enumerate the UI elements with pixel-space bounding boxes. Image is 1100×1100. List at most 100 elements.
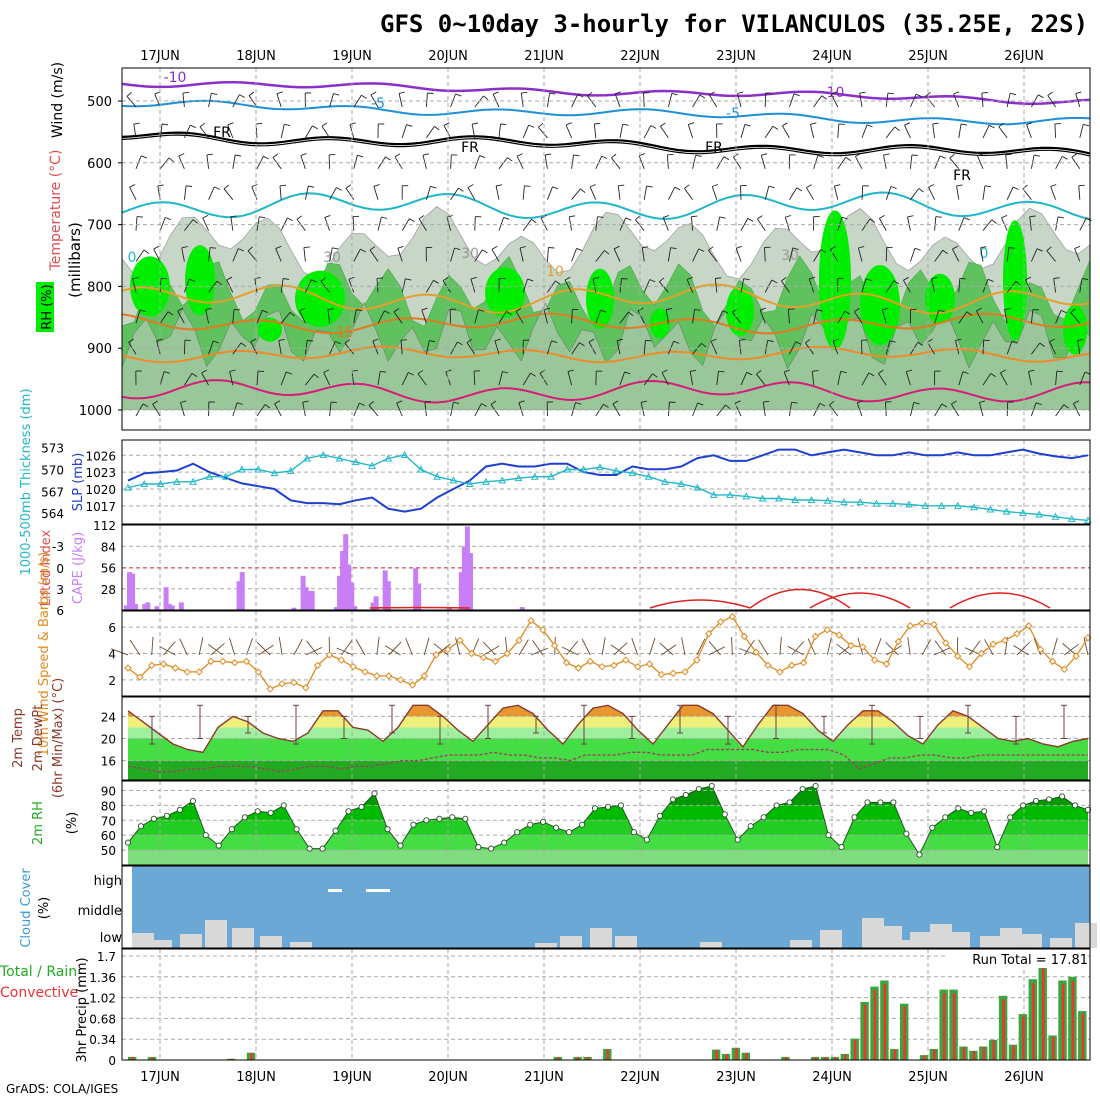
- upper-wind-barb-flag: [746, 371, 753, 376]
- upper-wind-barb: [982, 125, 990, 139]
- upper-wind-barb: [425, 92, 428, 108]
- upper-wind-barb-flag: [189, 278, 195, 282]
- rh-marker: [955, 805, 962, 812]
- low-cloud-bar: [980, 936, 1002, 948]
- wind10m-barb: [610, 644, 627, 656]
- upper-wind-barb: [982, 340, 985, 355]
- upper-wind-barb: [353, 309, 357, 324]
- rh-marker: [1046, 796, 1053, 803]
- upper-wind-barb-flag: [903, 276, 909, 281]
- wind10m-barb: [159, 646, 176, 656]
- cape-bar: [124, 605, 129, 610]
- top-date-label: 23JUN: [716, 49, 756, 64]
- upper-wind-barb: [424, 402, 427, 417]
- credit-text: GrADS: COLA/IGES: [6, 1082, 119, 1096]
- wind-speed-marker: [740, 632, 749, 641]
- temp-contour-15: [121, 312, 1091, 335]
- upper-wind-barb: [449, 309, 452, 324]
- upper-wind-barb-flag: [324, 214, 331, 218]
- rh-marker: [591, 805, 599, 812]
- precip-conv-bar: [992, 1040, 995, 1060]
- rh-saturation-cell: [295, 270, 345, 327]
- upper-wind-barb-flag: [555, 280, 561, 285]
- freezing-level-contour-inner: [121, 134, 1091, 157]
- upper-wind-barb: [684, 188, 693, 200]
- thickness-marker: [303, 454, 311, 462]
- temp2m-panel: 16 20 24 2m Temp 2m DewPt (6hr Min/Max) (°C): [11, 678, 1091, 798]
- precip-conv-bar: [606, 1049, 609, 1060]
- wind10m-barb: [305, 646, 323, 656]
- thickness-tick-label: 567: [41, 485, 64, 499]
- rh-marker: [163, 812, 170, 819]
- upper-wind-barb-flag: [152, 400, 158, 405]
- upper-wind-barb-flag: [1070, 308, 1076, 313]
- upper-wind-barb-flag: [139, 309, 146, 313]
- upper-wind-barb: [760, 155, 766, 169]
- thickness-marker: [1067, 514, 1076, 522]
- upper-wind-barb-flag: [393, 308, 400, 313]
- upper-wind-barb: [619, 371, 626, 386]
- upper-wind-barb-flag: [214, 186, 220, 190]
- wind-speed-marker: [479, 653, 488, 662]
- bottom-date-label: 18JUN: [236, 1070, 276, 1085]
- thickness-marker: [986, 505, 995, 513]
- temp-contour-label: FR: [953, 168, 971, 184]
- precip-tick-label: 1.7: [97, 950, 116, 964]
- upper-wind-barb-flag: [625, 217, 632, 221]
- upper-wind-barb-flag: [132, 276, 139, 280]
- upper-wind-barb-flag: [167, 311, 174, 316]
- upper-wind-barb: [1077, 340, 1081, 355]
- thickness-marker: [286, 466, 295, 474]
- upper-wind-barb: [303, 247, 306, 262]
- upper-wind-barb: [885, 340, 891, 355]
- wind-speed-marker: [705, 630, 713, 638]
- bottom-date-label: 21JUN: [524, 1070, 564, 1085]
- upper-wind-barb: [1079, 278, 1083, 293]
- wind10m-barb: [1013, 645, 1029, 656]
- upper-wind-barb-flag: [796, 187, 803, 192]
- cape-bar: [519, 607, 525, 610]
- rh-marker: [643, 836, 650, 843]
- upper-wind-barb: [256, 310, 263, 324]
- upper-wind-barb: [398, 93, 403, 108]
- upper-wind-barb-flag: [240, 342, 247, 347]
- upper-wind-barb-flag: [370, 91, 377, 96]
- wind-speed-marker: [752, 648, 760, 656]
- temp-bands: [128, 705, 1088, 780]
- thickness-marker: [905, 500, 913, 508]
- upper-wind-barb-flag: [1029, 215, 1036, 218]
- precip-conv-bar: [1012, 1045, 1015, 1060]
- upper-wind-barb-flag: [507, 157, 513, 162]
- upper-wind-barb-flag: [977, 153, 984, 157]
- upper-wind-barb-flag: [941, 403, 948, 408]
- upper-wind-barb-flag: [951, 400, 957, 405]
- upper-wind-barb-flag: [518, 400, 525, 404]
- temp-contour-label: 10: [546, 264, 564, 280]
- upper-wind-barb: [159, 278, 162, 293]
- upper-wind-barb-flag: [688, 122, 695, 126]
- upper-wind-barb: [829, 404, 839, 417]
- upper-wind-barb-flag: [918, 188, 924, 193]
- upper-wind-barb-flag: [686, 276, 693, 280]
- upper-wind-barb: [1029, 216, 1032, 231]
- upper-wind-barb: [329, 93, 334, 108]
- upper-wind-barb: [522, 185, 525, 200]
- upper-wind-barb: [494, 340, 500, 355]
- upper-wind-barb: [323, 372, 331, 386]
- upper-wind-barb: [740, 124, 746, 139]
- thickness-marker: [612, 466, 620, 474]
- upper-wind-barb: [183, 340, 186, 355]
- wind10m-barb: [482, 641, 496, 656]
- wind10m-barb: [129, 639, 141, 656]
- wind10m-barb: [1064, 643, 1079, 656]
- slp-ylabel-slp: SLP (mb): [71, 453, 86, 512]
- upper-wind-barb: [296, 219, 306, 231]
- upper-wind-barb: [781, 280, 790, 293]
- upper-wind-barb: [206, 154, 210, 169]
- upper-wind-barb-flag: [739, 339, 746, 341]
- upper-wind-barb: [934, 403, 943, 417]
- low-cloud-bar: [260, 936, 282, 948]
- upper-wind-barb: [837, 217, 843, 231]
- upper-wind-barb: [660, 126, 669, 139]
- cape-bar: [133, 603, 139, 610]
